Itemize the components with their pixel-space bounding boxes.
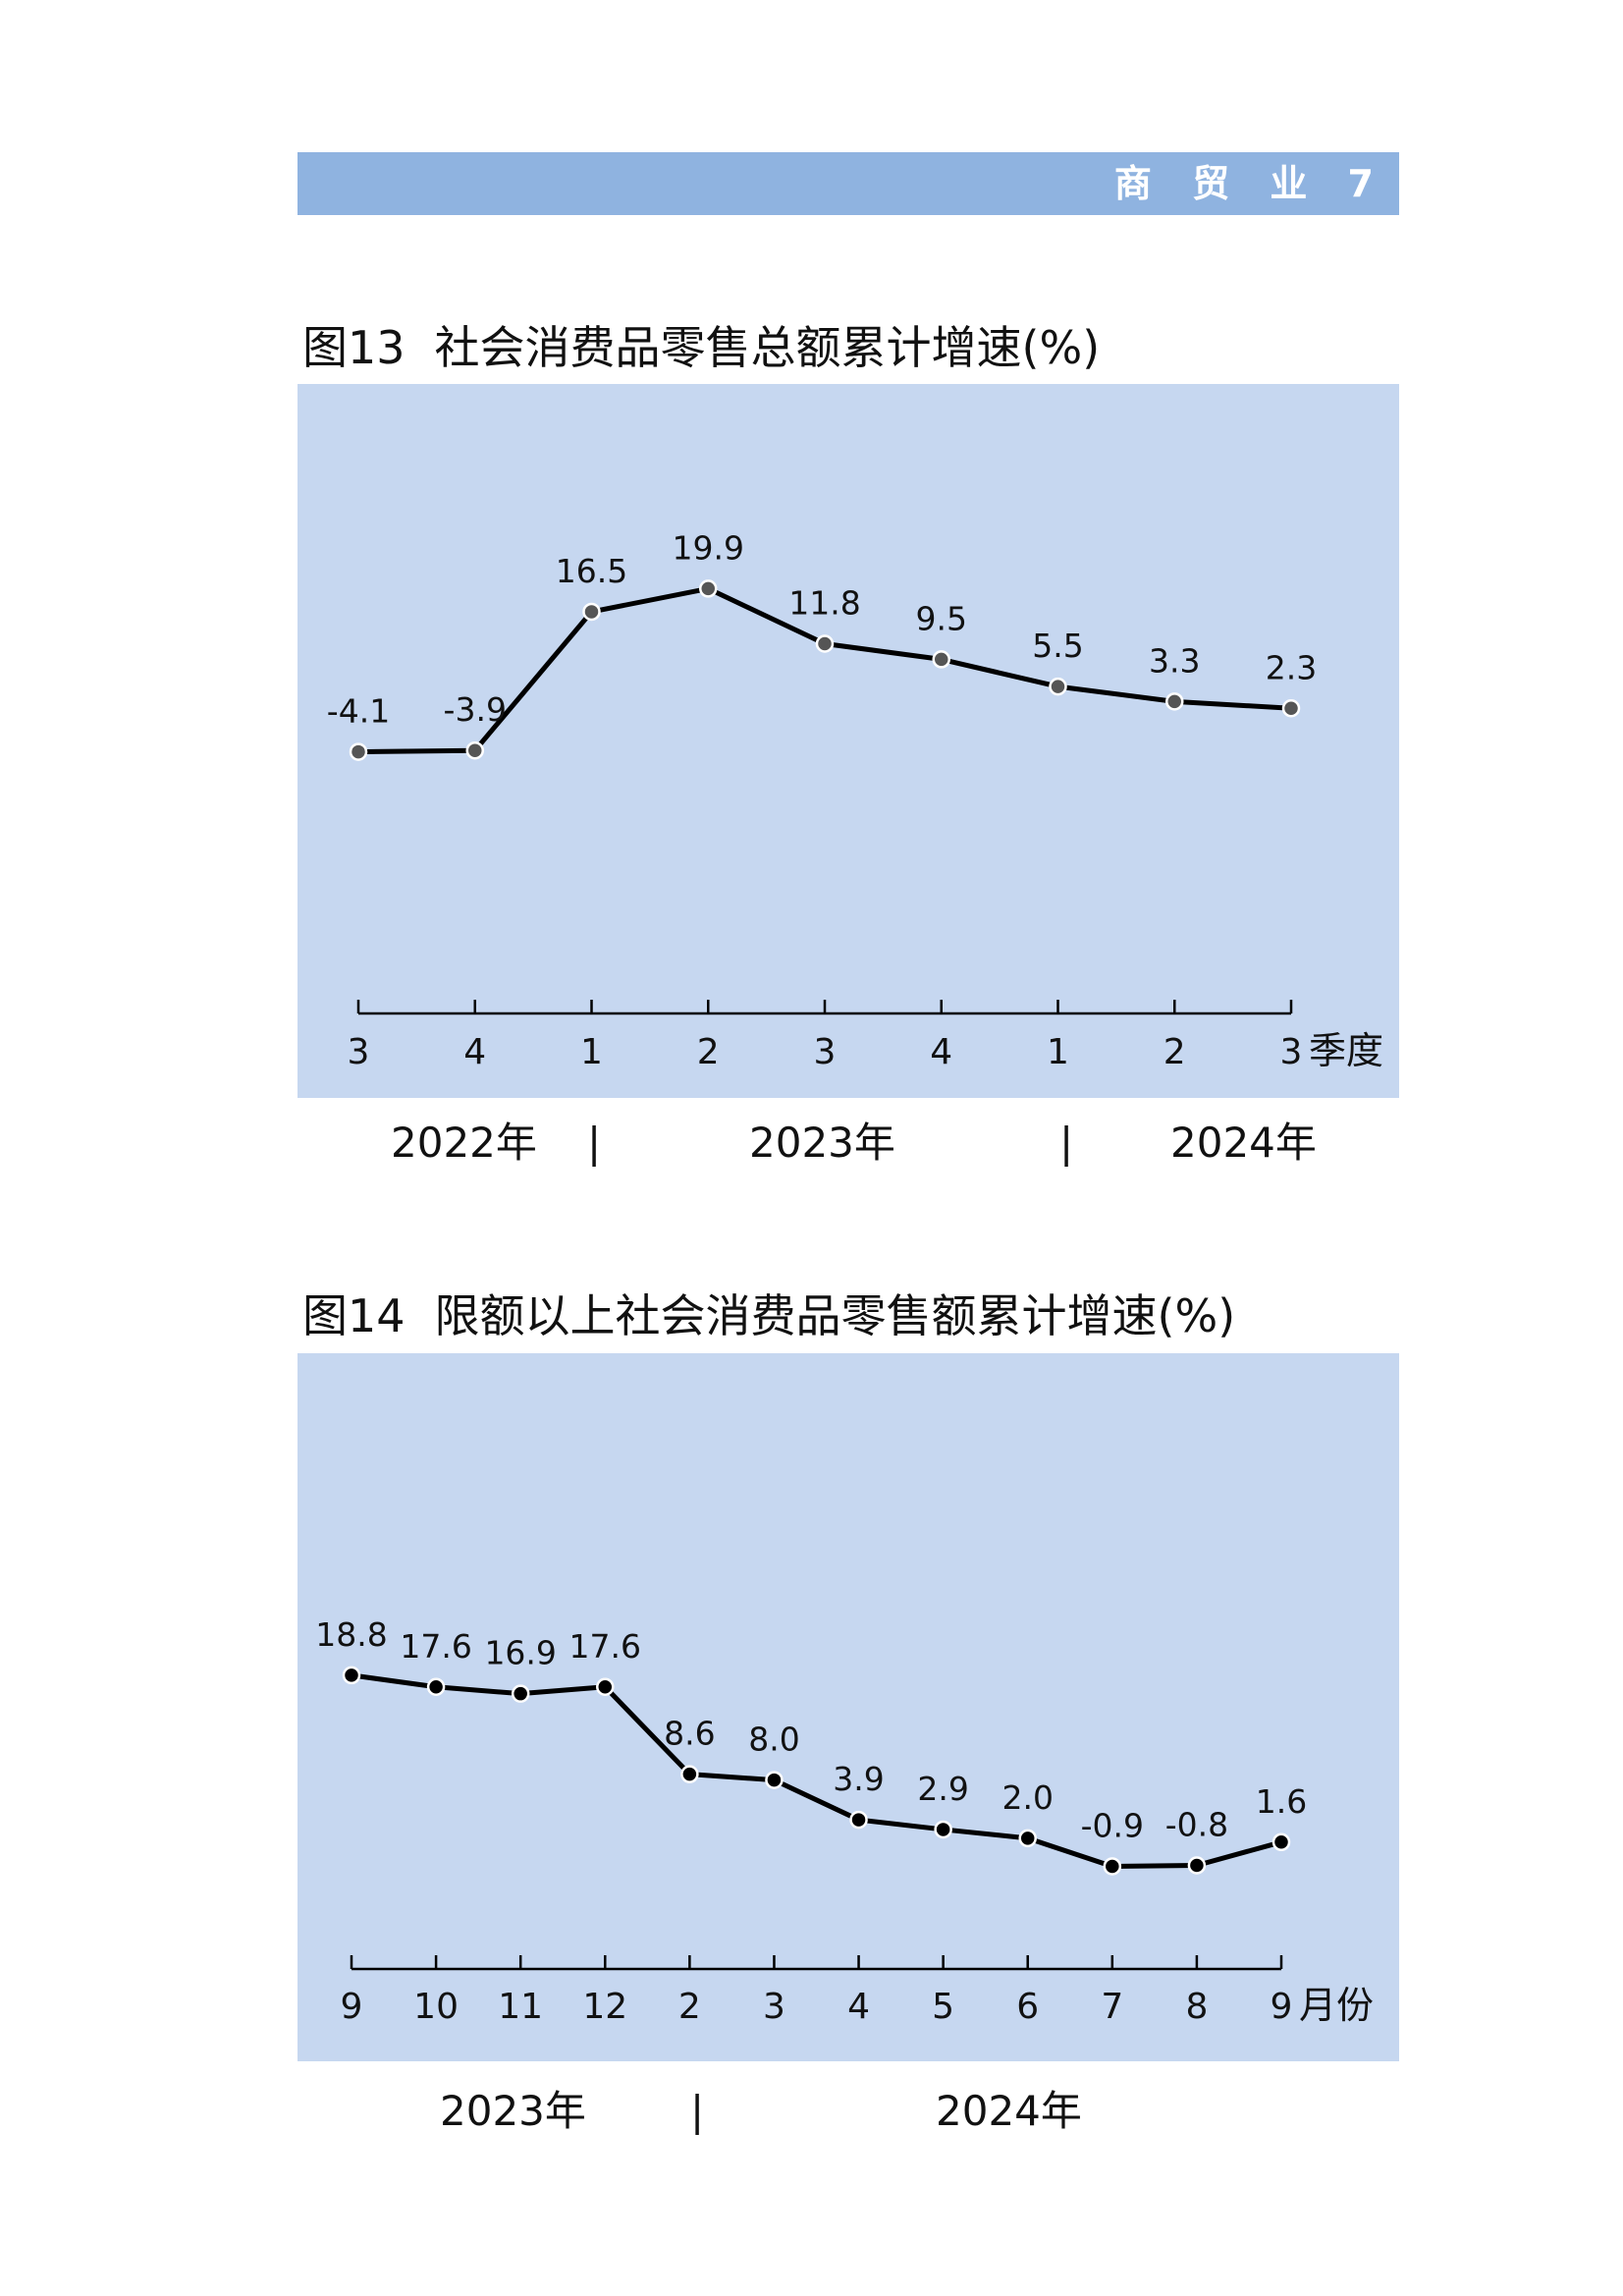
x-tick-label: 2	[678, 1987, 701, 2027]
x-tick-label: 2	[697, 1032, 720, 1072]
data-point	[465, 740, 484, 760]
data-point	[699, 579, 718, 598]
data-point	[1187, 1856, 1207, 1875]
data-point	[426, 1677, 446, 1697]
data-point	[1281, 699, 1301, 718]
x-tick-label: 4	[463, 1032, 486, 1072]
data-label: 18.8	[315, 1615, 387, 1654]
x-axis-unit-label: 月份	[1299, 1984, 1374, 2027]
section-header-label: 商 贸 业 7	[1113, 162, 1387, 205]
x-tick-label: 9	[341, 1987, 363, 2027]
data-point	[1271, 1832, 1291, 1852]
x-tick-label: 1	[580, 1032, 603, 1072]
x-tick-label: 10	[413, 1987, 459, 2027]
data-label: 8.0	[748, 1721, 799, 1759]
data-point	[349, 742, 368, 761]
x-tick-label: 3	[1280, 1032, 1303, 1072]
data-label: 11.8	[788, 583, 860, 622]
data-label: -0.9	[1081, 1806, 1144, 1844]
figure-14-title: 图14 限额以上社会消费品零售额累计增速(%)	[302, 1281, 1235, 1345]
data-label: -4.1	[327, 692, 390, 731]
data-label: 3.9	[833, 1760, 884, 1798]
x-tick-label: 3	[348, 1032, 370, 1072]
figure-14-chart-panel: 9 10 11 12 2 3 4 5 6 7 8 9 月份 18.8 17.6 16.9 17.6 8.6 8.0 3…	[298, 1353, 1399, 2061]
data-label: -0.8	[1165, 1805, 1228, 1843]
x-tick-label: 3	[763, 1987, 785, 2027]
year-label-2024: 2024年	[936, 2087, 1082, 2135]
year-label-2024: 2024年	[1170, 1119, 1317, 1167]
x-tick-label: 7	[1101, 1987, 1123, 2027]
year-label-2023: 2023年	[749, 1119, 895, 1167]
x-tick-label: 3	[814, 1032, 837, 1072]
data-point	[596, 1677, 615, 1697]
data-label: 3.3	[1149, 641, 1200, 680]
x-axis-unit-label: 季度	[1309, 1029, 1383, 1072]
data-label: 5.5	[1032, 627, 1083, 665]
data-label: 1.6	[1256, 1782, 1307, 1821]
data-label: 16.5	[556, 552, 627, 590]
data-point	[765, 1771, 784, 1789]
data-label: 9.5	[916, 599, 967, 637]
section-header-bar: 商 贸 业 7	[298, 152, 1399, 215]
figure-13-number: 图13	[302, 321, 406, 374]
figure-13-title: 图13 社会消费品零售总额累计增速(%)	[302, 312, 1100, 377]
data-point	[849, 1810, 868, 1830]
data-point	[511, 1684, 530, 1703]
x-tick-label: 12	[582, 1987, 627, 2027]
data-label: 19.9	[673, 528, 744, 567]
year-separator: |	[690, 2087, 705, 2135]
data-label: -3.9	[444, 690, 507, 729]
x-tick-label: 5	[932, 1987, 954, 2027]
year-label-2023: 2023年	[440, 2087, 586, 2135]
data-label: 17.6	[400, 1627, 471, 1666]
figure-14-title-text: 限额以上社会消费品零售额累计增速(%)	[434, 1289, 1236, 1342]
figure-13-title-text: 社会消费品零售总额累计增速(%)	[434, 321, 1101, 374]
x-tick-label: 8	[1185, 1987, 1208, 2027]
data-point	[1165, 692, 1184, 711]
data-point	[680, 1765, 699, 1783]
data-label: 16.9	[484, 1634, 556, 1672]
x-tick-label: 9	[1271, 1987, 1293, 2027]
data-label: 2.9	[917, 1770, 968, 1808]
data-point	[815, 634, 835, 653]
x-tick-label: 6	[1016, 1987, 1039, 2027]
figure-13-line-chart: 3 4 1 2 3 4 1 2 3 季度-4.1 -3.916.519.911.8 9.55.5 3.3…	[327, 528, 1383, 1072]
x-tick-label: 11	[498, 1987, 543, 2027]
data-point	[1103, 1857, 1122, 1876]
x-tick-label: 1	[1047, 1032, 1069, 1072]
data-point	[1018, 1829, 1037, 1848]
figure-13-year-row: 2022年 | 2023年 | 2024年	[298, 1114, 1399, 1173]
data-label: 17.6	[569, 1627, 641, 1666]
x-tick-label: 4	[847, 1987, 870, 2027]
x-tick-label: 2	[1163, 1032, 1186, 1072]
data-point	[1049, 677, 1067, 696]
data-point	[342, 1666, 361, 1685]
data-label: 2.0	[1001, 1778, 1053, 1817]
data-point	[582, 602, 601, 622]
data-point	[932, 650, 950, 669]
figure-14-year-row: 2023年 | 2024年	[298, 2082, 1399, 2141]
data-label: 8.6	[664, 1715, 715, 1753]
year-separator: |	[587, 1119, 602, 1167]
year-label-2022: 2022年	[391, 1119, 537, 1167]
x-tick-label: 4	[930, 1032, 952, 1072]
figure-13-chart-panel: 3 4 1 2 3 4 1 2 3 季度 -4.1 -3.9 16.5 19.9 11.8 9.5 5.5 3.3…	[298, 384, 1399, 1098]
series-line	[351, 1672, 1282, 1869]
figure-14-number: 图14	[302, 1289, 406, 1342]
data-label: 2.3	[1266, 648, 1317, 686]
year-separator: |	[1059, 1119, 1074, 1167]
data-point	[934, 1820, 952, 1839]
